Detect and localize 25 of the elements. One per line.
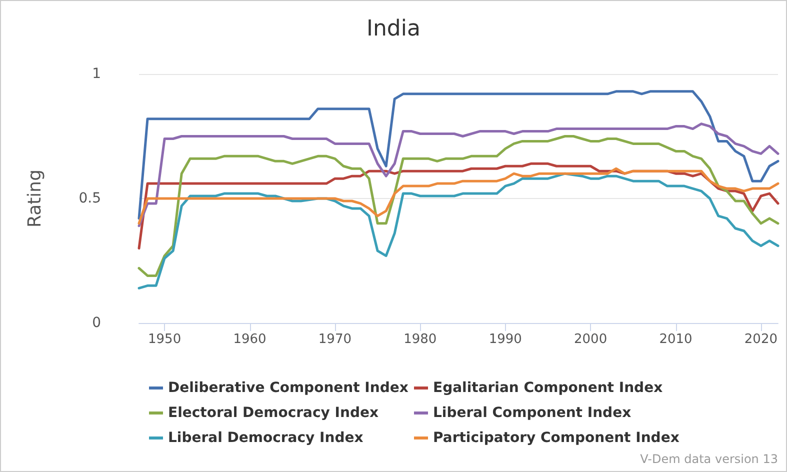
y-tick-label: 0	[92, 315, 101, 331]
y-tick-label: 1	[92, 66, 101, 82]
legend-label: Liberal Democracy Index	[168, 430, 364, 446]
x-tick-label: 1960	[233, 332, 266, 347]
line-series	[138, 172, 780, 290]
x-tick-label: 2000	[574, 332, 608, 347]
x-tick-label: 2010	[659, 332, 692, 347]
legend-label: Deliberative Component Index	[168, 380, 408, 396]
legend-label: Egalitarian Component Index	[433, 380, 663, 396]
x-tick-label: 1970	[318, 332, 352, 347]
line-series	[138, 122, 780, 228]
line-series	[138, 90, 780, 220]
y-axis-title: Rating	[24, 169, 46, 228]
legend-label: Participatory Component Index	[433, 430, 680, 446]
x-tick-label: 1990	[488, 332, 522, 347]
legend-label: Electoral Democracy Index	[168, 405, 378, 421]
text: V-Dem data version 13	[640, 452, 778, 466]
chart-title: India	[366, 16, 420, 42]
legend-label: Liberal Component Index	[433, 405, 632, 421]
x-tick-label: 1950	[148, 332, 182, 347]
line-series	[138, 167, 780, 225]
y-tick-label: 0.5	[78, 190, 101, 206]
x-tick-label: 1980	[404, 332, 437, 347]
x-tick-label: 2020	[744, 332, 778, 347]
line-series	[138, 135, 780, 277]
